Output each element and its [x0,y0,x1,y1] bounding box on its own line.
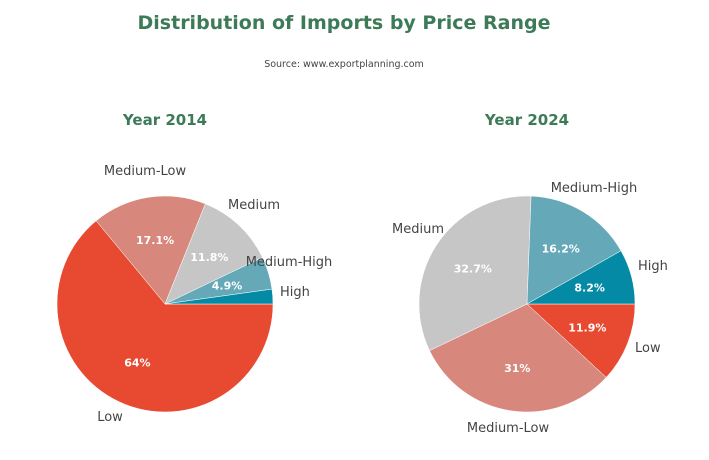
category-label-low: Low [97,410,123,425]
category-label-medium: Medium [392,222,444,237]
pie-slice-medium[interactable] [164,203,263,305]
chart-title: Distribution of Imports by Price Range [138,12,551,34]
pie-title-2024: Year 2024 [484,111,569,129]
value-label-high: 8.2% [574,281,605,294]
pie-slice-high[interactable] [164,288,274,305]
value-label-medium-high: 16.2% [542,243,580,256]
category-label-low: Low [635,341,661,356]
category-label-medium-high: Medium-High [551,181,638,196]
category-label-medium-low: Medium-Low [104,164,187,179]
category-label-medium-low: Medium-Low [467,421,550,436]
value-label-medium: 11.8% [190,251,228,264]
category-label-high: High [280,285,310,300]
pie-slice-low[interactable] [56,220,274,413]
category-label-medium-high: Medium-High [246,255,333,270]
pie-slice-high[interactable] [526,250,636,305]
value-label-low: 64% [124,357,150,370]
pie-slice-medium-high[interactable] [526,195,622,305]
chart-subtitle: Source: www.exportplanning.com [264,59,424,70]
value-label-medium-low: 31% [504,362,530,375]
pie-slice-low[interactable] [526,303,636,378]
pie-2024: 11.9% 31% 32.7% 16.2% 8.2% Low Medium-Low Mediu… [392,181,668,436]
pie-slice-medium[interactable] [418,195,532,351]
value-label-medium-low: 17.1% [136,234,174,247]
category-label-high: High [638,259,668,274]
value-label-medium: 32.7% [454,262,492,275]
value-label-medium-high: 4.9% [212,279,243,292]
value-label-low: 11.9% [568,322,606,335]
pie-slice-medium-low[interactable] [95,195,206,305]
pie-slice-medium-low[interactable] [429,303,607,413]
category-label-medium: Medium [228,198,280,213]
pie-2014: 64% 17.1% 11.8% 4.9% Low Medium-Low Medium Medi… [56,164,333,425]
pie-title-2014: Year 2014 [122,111,207,129]
